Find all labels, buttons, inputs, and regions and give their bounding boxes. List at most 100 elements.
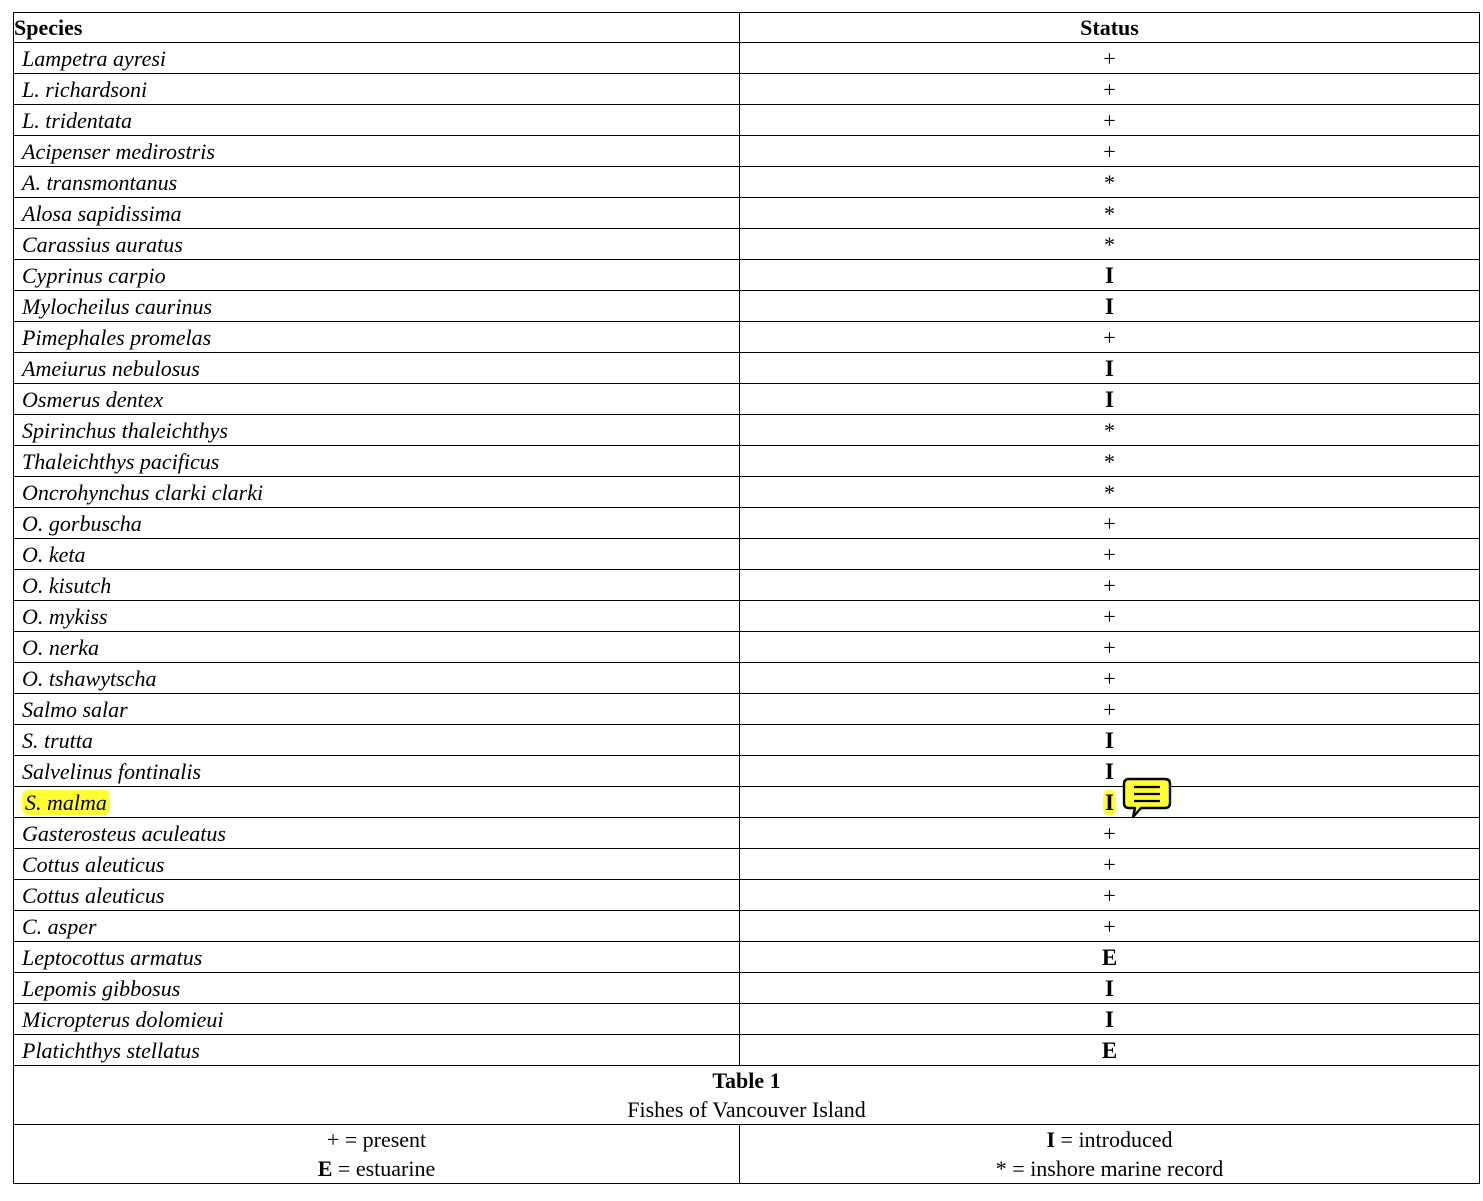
species-name: Cyprinus carpio [22, 262, 166, 288]
status-wrap: + [1103, 695, 1115, 724]
table-row: Pimephales promelas + [13, 321, 1480, 353]
status-column-header: Status [739, 12, 1480, 43]
status-wrap: * [1104, 478, 1115, 507]
table-row: A. transmontanus * [13, 166, 1480, 198]
species-cell: Spirinchus thaleichthys [13, 414, 740, 446]
status-value: + [1103, 45, 1116, 71]
status-cell: + [739, 73, 1480, 105]
status-value: E [1101, 1037, 1118, 1063]
table-row: S. malma I [13, 777, 1480, 818]
legend-introduced-symbol: I [1046, 1127, 1056, 1152]
status-value: I [1103, 789, 1116, 815]
status-value: + [1103, 510, 1116, 536]
table-row: Platichthys stellatus E [13, 1034, 1480, 1066]
table-row: Mylocheilus caurinus I [13, 290, 1480, 322]
species-cell: Carassius auratus [13, 228, 740, 260]
table-row: Ameiurus nebulosus I [13, 352, 1480, 384]
status-value: + [1103, 634, 1116, 660]
species-name: Micropterus dolomieui [22, 1006, 224, 1032]
species-cell: S. trutta [13, 724, 740, 756]
species-name: Ameiurus nebulosus [22, 355, 200, 381]
status-cell: + [739, 817, 1480, 849]
table-row: S. trutta I [13, 724, 1480, 756]
status-value: I [1105, 727, 1114, 753]
legend-row: + = present E = estuarine I = introduced… [13, 1124, 1480, 1184]
species-cell: Oncrohynchus clarki clarki [13, 476, 740, 508]
species-cell: L. richardsoni [13, 73, 740, 105]
status-wrap: + [1103, 819, 1115, 848]
status-wrap: + [1103, 540, 1115, 569]
status-value: I [1105, 1006, 1114, 1032]
species-name: Oncrohynchus clarki clarki [22, 479, 264, 505]
table-row: Cottus aleuticus + [13, 879, 1480, 911]
table-row: Carassius auratus * [13, 228, 1480, 260]
species-name: Lampetra ayresi [22, 45, 167, 71]
comment-icon[interactable] [1121, 776, 1173, 822]
species-cell: S. malma [13, 786, 740, 818]
status-cell: + [739, 507, 1480, 539]
status-cell: + [739, 910, 1480, 942]
status-wrap: + [1103, 664, 1115, 693]
status-cell: I [739, 724, 1480, 756]
table-row: Cyprinus carpio I [13, 259, 1480, 291]
status-value: + [1103, 541, 1116, 567]
status-wrap: E [1102, 943, 1117, 972]
species-cell: C. asper [13, 910, 740, 942]
species-cell: O. gorbuscha [13, 507, 740, 539]
species-cell: Gasterosteus aculeatus [13, 817, 740, 849]
legend-introduced-text: = introduced [1055, 1127, 1173, 1152]
status-cell: + [739, 631, 1480, 663]
status-cell: * [739, 228, 1480, 260]
status-value: I [1105, 262, 1114, 288]
legend-inshore: * = inshore marine record [740, 1154, 1479, 1183]
table-row: O. tshawytscha + [13, 662, 1480, 694]
status-value: + [1103, 820, 1116, 846]
status-value: + [1103, 851, 1116, 877]
species-cell: A. transmontanus [13, 166, 740, 198]
status-wrap: I [1105, 757, 1114, 786]
species-name: Cottus aleuticus [22, 882, 165, 908]
species-cell: Salmo salar [13, 693, 740, 725]
status-wrap: I [1105, 354, 1114, 383]
species-name: Leptocottus armatus [22, 944, 203, 970]
status-cell: + [739, 693, 1480, 725]
table-row: Leptocottus armatus E [13, 941, 1480, 973]
species-cell: Acipenser medirostris [13, 135, 740, 167]
status-cell: + [739, 662, 1480, 694]
status-wrap: I [1105, 726, 1114, 755]
status-value: E [1101, 944, 1118, 970]
species-name: Platichthys stellatus [22, 1037, 200, 1063]
species-cell: Pimephales promelas [13, 321, 740, 353]
species-cell: L. tridentata [13, 104, 740, 136]
species-cell: Cottus aleuticus [13, 848, 740, 880]
status-value: + [1103, 324, 1116, 350]
status-value: * [1104, 479, 1115, 505]
species-cell: Leptocottus armatus [13, 941, 740, 973]
species-name: A. transmontanus [22, 169, 178, 195]
status-cell: I [739, 1003, 1480, 1035]
species-name: L. tridentata [22, 107, 133, 133]
status-value: I [1105, 355, 1114, 381]
legend-inshore-text: = inshore marine record [1006, 1156, 1224, 1181]
status-value: + [1103, 138, 1116, 164]
status-cell: + [739, 600, 1480, 632]
legend-estuarine: E = estuarine [14, 1154, 739, 1183]
status-wrap: * [1104, 168, 1115, 197]
species-cell: O. kisutch [13, 569, 740, 601]
table-row: Lepomis gibbosus I [13, 972, 1480, 1004]
species-cell: Ameiurus nebulosus [13, 352, 740, 384]
status-value: * [1104, 448, 1115, 474]
caption-subtitle: Fishes of Vancouver Island [627, 1097, 866, 1122]
status-cell: E [739, 1034, 1480, 1066]
legend-estuarine-text: = estuarine [332, 1156, 436, 1181]
species-name: O. kisutch [22, 572, 112, 598]
species-cell: Lampetra ayresi [13, 42, 740, 74]
species-cell: O. mykiss [13, 600, 740, 632]
status-value: * [1104, 200, 1115, 226]
status-cell: * [739, 414, 1480, 446]
species-cell: O. tshawytscha [13, 662, 740, 694]
species-cell: Cottus aleuticus [13, 879, 740, 911]
status-cell: I [739, 259, 1480, 291]
species-cell: Mylocheilus caurinus [13, 290, 740, 322]
status-cell: * [739, 445, 1480, 477]
